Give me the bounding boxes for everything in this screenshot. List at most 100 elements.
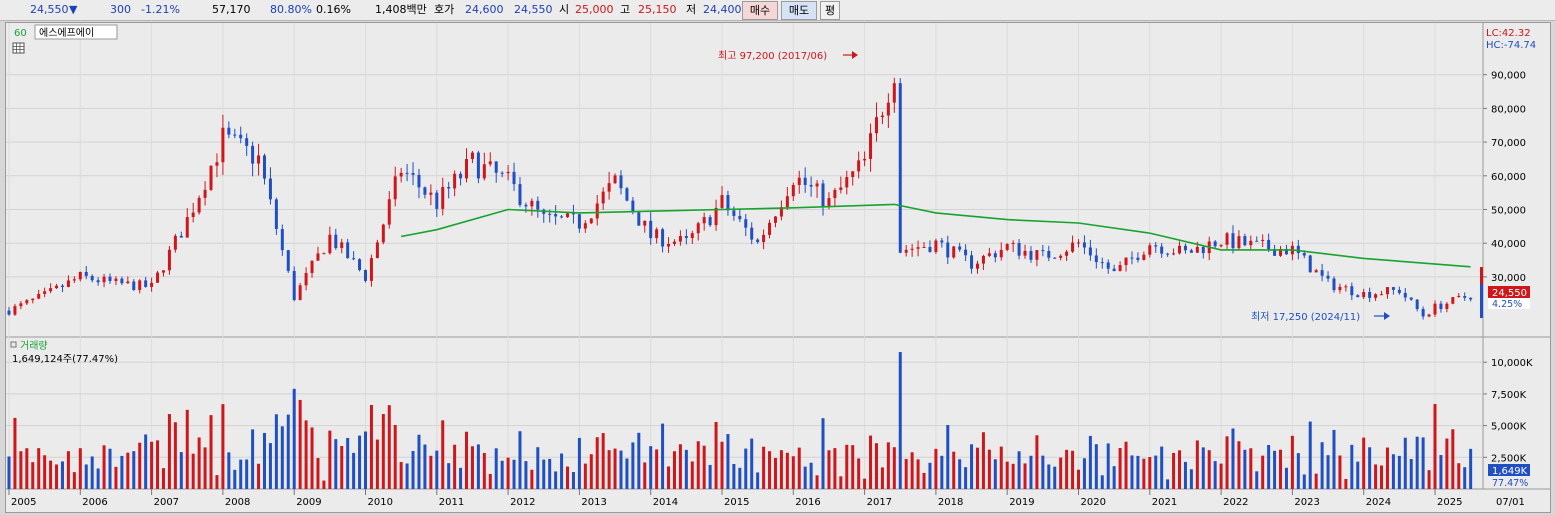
candle-body — [1130, 257, 1134, 259]
volume-panel-toggle-icon[interactable] — [10, 341, 17, 348]
candle-body — [1255, 240, 1259, 242]
candle-body — [631, 200, 635, 213]
volume-bar — [411, 450, 415, 489]
turnover-pct: 0.16% — [316, 3, 351, 16]
volume-bar — [1005, 461, 1009, 489]
volume-bar — [1427, 470, 1431, 489]
volume-bar — [1415, 436, 1419, 489]
volume-bar — [1320, 442, 1324, 489]
volume-bar — [221, 404, 225, 489]
price-change-pct: -1.21% — [141, 3, 180, 16]
candle-body — [453, 173, 457, 189]
candle-body — [952, 246, 956, 258]
volume-bar — [506, 457, 510, 489]
chart-canvas[interactable]: 60 에스에프에이 LC:42.32 HC:-74.74 90,000 80,00… — [6, 23, 1550, 512]
x-axis-year-label: 2010 — [368, 497, 393, 508]
candle-body — [203, 189, 207, 198]
candle-body — [863, 158, 867, 161]
candle-body — [845, 177, 849, 188]
x-axis-year-label: 2005 — [11, 497, 36, 508]
volume-bar — [1035, 435, 1039, 489]
volume-bar — [839, 476, 843, 489]
max-price-annotation: 최고 97,200 (2017/06) — [718, 50, 827, 62]
price-range-marker-up — [1480, 267, 1483, 284]
candle-body — [1350, 286, 1354, 296]
x-axis-year-label: 2006 — [82, 497, 107, 508]
candle-body — [886, 102, 890, 116]
volume-bar — [880, 467, 884, 489]
candle-body — [1213, 241, 1217, 247]
candle-body — [1088, 247, 1092, 256]
candle-body — [773, 216, 777, 223]
volume-bar — [49, 460, 53, 489]
volume-bar — [554, 471, 558, 489]
volume-axis-tick-label: 10,000K — [1491, 358, 1533, 369]
candle-body — [655, 229, 659, 239]
volume-bar — [132, 451, 136, 489]
volume-bar — [7, 456, 11, 489]
candle-body — [512, 171, 516, 185]
volume-bar — [31, 462, 35, 489]
volume-bar — [1421, 437, 1425, 489]
candle-body — [1106, 262, 1110, 269]
candle-body — [613, 175, 617, 184]
volume-bar — [803, 466, 807, 489]
candle-body — [1380, 294, 1384, 296]
volume-bar — [78, 448, 82, 489]
volume-bar — [1029, 455, 1033, 489]
volume-bar — [482, 452, 486, 489]
volume-bar — [910, 452, 914, 489]
x-axis-year-label: 2021 — [1152, 497, 1177, 508]
x-axis-year-label: 2015 — [724, 497, 749, 508]
candle-body — [1284, 248, 1288, 255]
stock-name-box[interactable] — [34, 24, 118, 40]
x-axis-year-label: 2024 — [1366, 497, 1391, 508]
volume-bar — [1213, 461, 1217, 489]
candle-body — [1053, 257, 1057, 259]
current-price-tag-text: 24,550 — [1492, 288, 1527, 299]
grid-table-icon[interactable] — [12, 42, 25, 54]
volume-bar — [779, 450, 783, 489]
candle-body — [1302, 253, 1306, 256]
candle-body — [262, 155, 266, 179]
volume-bar — [601, 433, 605, 489]
x-axis-year-label: 2014 — [653, 497, 678, 508]
volume-bar — [1332, 429, 1336, 489]
candle-body — [417, 174, 421, 188]
volume-bar — [613, 448, 617, 489]
volume-bar — [114, 466, 118, 489]
candle-body — [381, 224, 385, 243]
candle-body — [393, 176, 397, 200]
volume-bar — [120, 455, 124, 489]
candle-body — [1201, 246, 1205, 254]
volume-bar — [1071, 450, 1075, 489]
volume-bar — [417, 434, 421, 489]
candle-body — [987, 253, 991, 256]
candle-body — [470, 152, 474, 160]
candle-body — [1005, 244, 1009, 250]
candle-body — [233, 134, 237, 136]
volume-bar — [405, 463, 409, 489]
candle-body — [1017, 242, 1021, 256]
candle-body — [114, 278, 118, 281]
candle-body — [245, 138, 249, 146]
candle-body — [595, 203, 599, 219]
candle-body — [1100, 262, 1104, 264]
candle-body — [827, 198, 831, 207]
sell-button[interactable]: 매도 — [781, 1, 817, 20]
volume-bar — [150, 441, 154, 489]
candle-body — [999, 249, 1003, 258]
stock-name: 에스에프에이 — [39, 27, 94, 39]
evaluate-button[interactable]: 평 — [820, 1, 840, 20]
volume-axis-tick-label: 2,500K — [1491, 453, 1527, 464]
candle-body — [459, 173, 463, 179]
volume-bar — [1207, 450, 1211, 489]
volume-bar — [1059, 457, 1063, 489]
volume-bar — [999, 446, 1003, 489]
x-axis-year-label: 2007 — [154, 497, 179, 508]
volume-bar — [369, 404, 373, 489]
candle-body — [423, 187, 427, 195]
candle-body — [13, 306, 17, 315]
volume-bar — [762, 446, 766, 489]
buy-button[interactable]: 매수 — [742, 1, 778, 20]
